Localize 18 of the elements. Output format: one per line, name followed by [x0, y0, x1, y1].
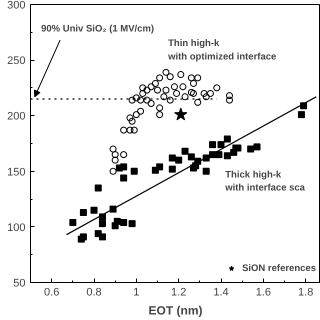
y-tick-label: 100 — [7, 222, 26, 234]
annotation: Thick high-k with interface sca — [224, 169, 306, 194]
x-tick-label: 1 — [133, 286, 140, 298]
annotation: Thin high-k with optimized interface — [167, 38, 276, 62]
y-tick-label: 200 — [7, 110, 26, 123]
annotation: 90% Univ SiO₂ (1 MV/cm) — [41, 24, 154, 35]
x-tick-label: 1.8 — [298, 286, 314, 298]
x-tick-label: 0.6 — [44, 286, 60, 298]
x-tick-label: 0.8 — [86, 286, 102, 298]
x-tick-label: 1.6 — [256, 286, 271, 298]
y-tick-label: 150 — [7, 166, 26, 178]
x-tick-label: 1.2 — [171, 286, 186, 298]
y-tick-label: 50 — [13, 278, 26, 290]
x-tick-label: 1.4 — [213, 286, 229, 298]
x-axis-title: EOT (nm) — [148, 304, 203, 318]
y-tick-label: 300 — [7, 0, 26, 12]
legend-label: SiON references — [242, 262, 316, 274]
y-tick-label: 250 — [7, 55, 26, 68]
